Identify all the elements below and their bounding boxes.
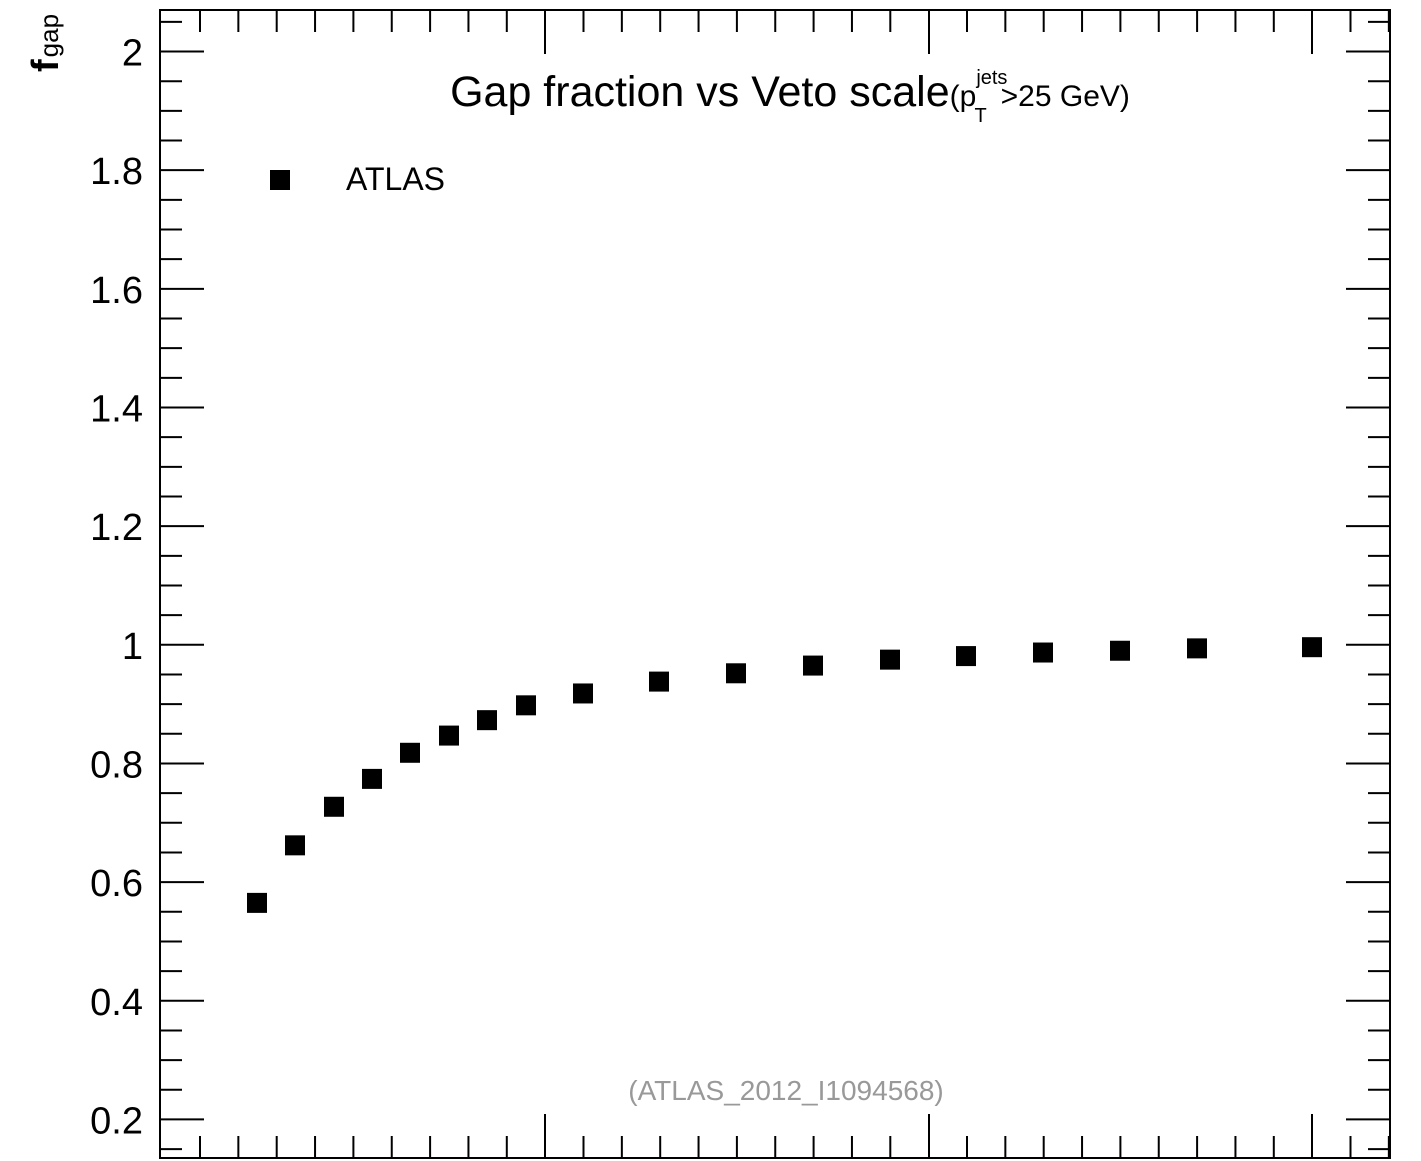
data-point xyxy=(477,710,497,731)
y-tick-label: 1.6 xyxy=(90,270,143,312)
y-tick-label: 1 xyxy=(122,626,143,668)
y-tick-label: 0.6 xyxy=(90,863,143,905)
y-axis-label-base: f xyxy=(25,59,67,72)
watermark: (ATLAS_2012_I1094568) xyxy=(628,1075,944,1106)
y-tick-labels: 0.2 0.4 0.6 0.8 1 1.2 1.4 1.6 1.8 2 xyxy=(90,33,143,1143)
data-point xyxy=(516,695,536,716)
axis-ticks xyxy=(160,10,1390,1158)
data-point xyxy=(247,892,267,913)
data-point xyxy=(362,768,382,789)
data-point xyxy=(324,796,344,817)
y-tick-label: 0.4 xyxy=(90,982,143,1024)
data-point xyxy=(1187,638,1207,659)
title-sup: jets xyxy=(975,67,1007,89)
data-point xyxy=(649,671,669,692)
data-point xyxy=(1302,637,1322,658)
data-point xyxy=(400,742,420,763)
legend-label-atlas: ATLAS xyxy=(346,161,445,197)
data-point xyxy=(726,663,746,684)
y-tick-label: 2 xyxy=(122,33,143,75)
data-point xyxy=(439,725,459,746)
title-rest: >25 GeV) xyxy=(1001,80,1130,113)
y-tick-label: 1.2 xyxy=(90,507,143,549)
plot-frame xyxy=(159,9,1391,1159)
y-tick-label: 1.8 xyxy=(90,151,143,193)
legend-marker-atlas xyxy=(270,170,290,190)
title-sub: T xyxy=(974,105,986,127)
data-points xyxy=(247,637,1322,913)
chart-title: Gap fraction vs Veto scale(pjets T >25 GeV… xyxy=(450,67,1130,127)
data-point xyxy=(956,646,976,667)
data-point xyxy=(803,655,823,676)
data-point xyxy=(880,649,900,670)
data-point xyxy=(1110,640,1130,661)
data-point xyxy=(1033,642,1053,663)
data-point xyxy=(573,683,593,704)
y-tick-label: 0.8 xyxy=(90,744,143,786)
title-paren: (p xyxy=(950,80,977,113)
y-axis-label: f gap xyxy=(25,14,67,72)
legend: ATLAS xyxy=(270,161,445,197)
y-tick-label: 1.4 xyxy=(90,388,143,430)
data-point xyxy=(285,835,305,856)
y-tick-label: 0.2 xyxy=(90,1100,143,1142)
y-axis-label-sub: gap xyxy=(34,14,64,57)
title-main: Gap fraction vs Veto scale xyxy=(450,68,950,116)
